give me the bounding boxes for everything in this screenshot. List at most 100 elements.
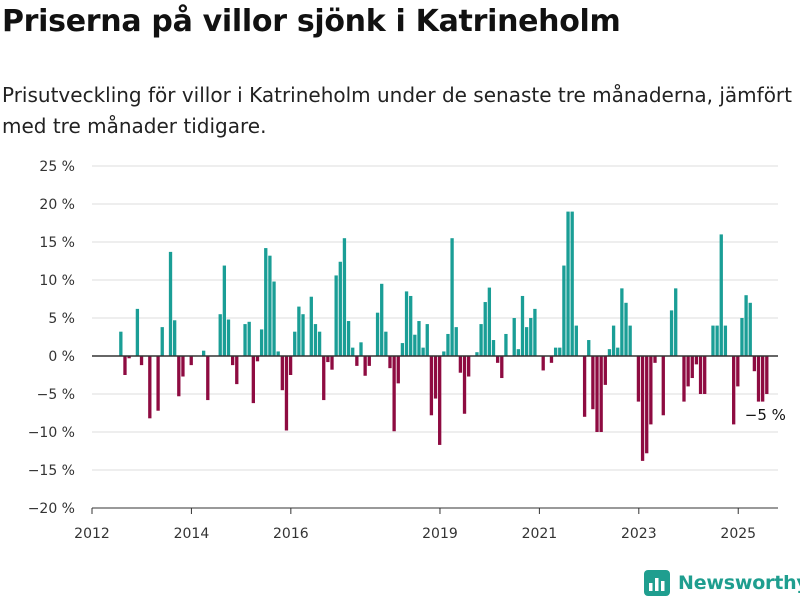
bar [653, 356, 657, 363]
annotation: −5 % [745, 406, 786, 424]
bar [752, 356, 757, 372]
bar [367, 356, 371, 366]
bar [326, 356, 330, 363]
bar [703, 356, 707, 394]
bar [417, 321, 421, 356]
bar [686, 356, 690, 387]
bar [487, 287, 492, 356]
bar [226, 319, 231, 356]
bar [570, 211, 574, 356]
bar [765, 356, 769, 394]
bar [698, 356, 703, 394]
bar [748, 302, 752, 356]
bar [458, 356, 463, 373]
bar [243, 324, 247, 356]
bar [259, 329, 264, 356]
y-tick-label: −5 % [37, 387, 75, 403]
bar [206, 356, 210, 401]
last-value-label: −5 % [745, 406, 786, 424]
bar [301, 314, 305, 356]
bar [558, 347, 562, 356]
bar [421, 347, 425, 356]
bar [674, 288, 678, 356]
bar [404, 291, 409, 356]
bar [711, 325, 715, 356]
bar [483, 302, 487, 356]
x-tick-label: 2021 [522, 526, 558, 542]
x-tick-label: 2025 [720, 526, 756, 542]
bar [284, 356, 289, 431]
bar [218, 314, 222, 356]
bar [450, 238, 454, 356]
bar [438, 356, 442, 445]
bar [119, 331, 123, 356]
bar [317, 331, 322, 356]
bar [160, 327, 164, 356]
bar [736, 356, 740, 387]
bar [235, 356, 239, 385]
bar [611, 325, 616, 356]
bar [351, 347, 355, 356]
x-tick-label: 2023 [621, 526, 657, 542]
y-tick-label: −20 % [28, 501, 75, 517]
bar [524, 327, 529, 356]
bar [500, 356, 504, 379]
y-tick-label: 10 % [39, 273, 75, 289]
bar [400, 343, 405, 356]
bar [529, 318, 533, 356]
bar [475, 352, 479, 356]
bar [520, 295, 525, 356]
bar [504, 333, 508, 356]
bar [649, 356, 653, 425]
bar [293, 331, 297, 356]
bar [181, 356, 185, 377]
bar [467, 356, 471, 377]
bar [595, 356, 599, 432]
bar [342, 238, 347, 356]
bar [723, 325, 728, 356]
bar [732, 356, 736, 425]
bar [603, 356, 607, 385]
bar [392, 356, 396, 432]
y-tick-label: 0 % [48, 349, 75, 365]
chart-subtitle: Prisutveckling för villor i Katrineholm … [2, 83, 792, 138]
bar [425, 324, 429, 356]
bar [512, 318, 516, 356]
bar [148, 356, 152, 419]
y-tick-label: −15 % [28, 463, 75, 479]
x-tick-label: 2019 [422, 526, 458, 542]
bar [173, 320, 177, 356]
bar [396, 356, 400, 384]
bar [607, 349, 612, 356]
bar [462, 356, 467, 414]
bar [268, 255, 272, 356]
bar [409, 295, 413, 356]
bar [272, 281, 276, 356]
bar [135, 308, 140, 356]
brand: Newsworthy [644, 568, 800, 598]
bar [363, 356, 367, 376]
bar [280, 356, 284, 391]
bar [255, 356, 260, 362]
bars [119, 211, 769, 461]
bar [645, 356, 649, 454]
bar [661, 356, 665, 416]
bar [553, 347, 558, 356]
bar [628, 325, 632, 356]
bar [533, 308, 537, 356]
bar [264, 248, 268, 356]
x-tick-label: 2016 [273, 526, 309, 542]
bar [247, 321, 251, 356]
bar [276, 351, 280, 356]
y-tick-label: 15 % [39, 235, 75, 251]
bar [744, 295, 748, 356]
bar [454, 327, 458, 356]
y-tick-label: 20 % [39, 197, 75, 213]
y-tick-label: 25 % [39, 159, 75, 175]
bar [346, 321, 351, 356]
bar [566, 211, 570, 356]
bar [388, 356, 392, 369]
y-axis-ticks: 25 % 20 % 15 % 10 % 5 % 0 % −5 % −10 % −15 % −20 … [28, 159, 75, 517]
bar [740, 318, 744, 356]
bar [587, 340, 591, 356]
